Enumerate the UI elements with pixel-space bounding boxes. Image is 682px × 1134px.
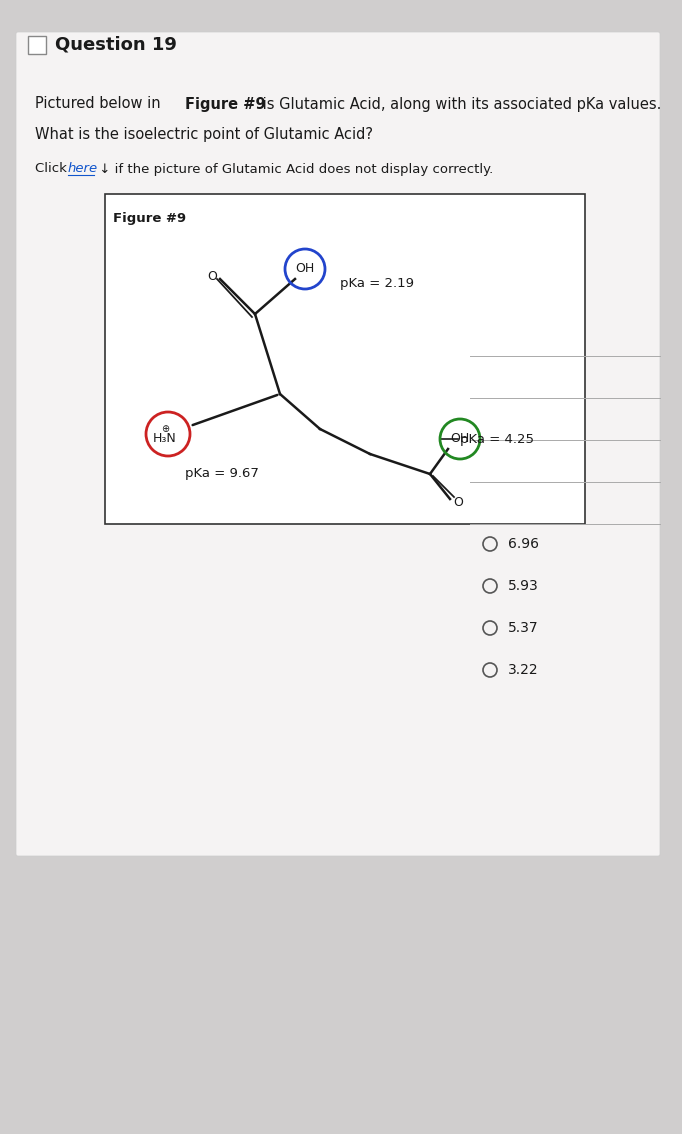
Text: pKa = 4.25: pKa = 4.25: [460, 432, 534, 446]
Text: is Glutamic Acid, along with its associated pKa values.: is Glutamic Acid, along with its associa…: [258, 96, 662, 111]
Text: Question 19: Question 19: [55, 35, 177, 53]
Text: pKa = 2.19: pKa = 2.19: [340, 278, 414, 290]
Text: Figure #9: Figure #9: [113, 212, 186, 225]
Text: 5.93: 5.93: [508, 579, 539, 593]
Text: O: O: [207, 270, 217, 282]
Text: Figure #9: Figure #9: [185, 96, 265, 111]
Text: Pictured below in: Pictured below in: [35, 96, 165, 111]
Text: Click: Click: [35, 162, 71, 176]
Text: 6.96: 6.96: [508, 538, 539, 551]
Text: O: O: [453, 496, 463, 508]
Text: 3.22: 3.22: [508, 663, 539, 677]
Text: 5.37: 5.37: [508, 621, 539, 635]
Text: pKa = 9.67: pKa = 9.67: [185, 467, 259, 481]
Text: H₃N: H₃N: [153, 432, 177, 445]
Text: ↓ if the picture of Glutamic Acid does not display correctly.: ↓ if the picture of Glutamic Acid does n…: [95, 162, 493, 176]
FancyBboxPatch shape: [28, 36, 46, 54]
FancyBboxPatch shape: [105, 194, 585, 524]
FancyBboxPatch shape: [16, 32, 660, 856]
Text: What is the isoelectric point of Glutamic Acid?: What is the isoelectric point of Glutami…: [35, 127, 373, 142]
Text: OH: OH: [295, 262, 314, 276]
Text: here: here: [68, 162, 98, 176]
Text: ⊕: ⊕: [161, 424, 169, 434]
Text: OH: OH: [450, 432, 470, 446]
